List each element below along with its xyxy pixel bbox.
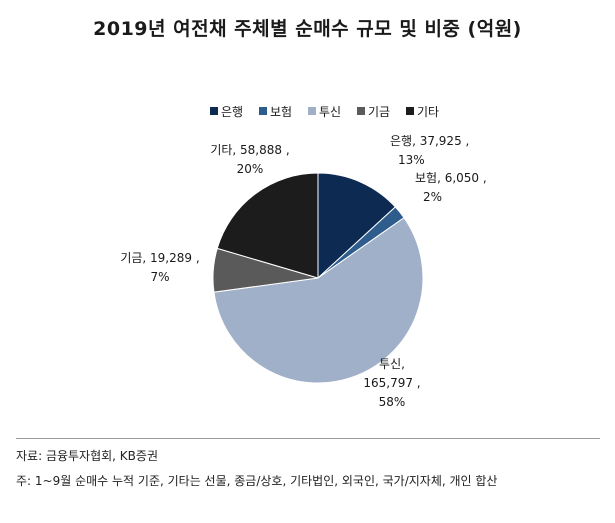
legend-swatch-0 (210, 107, 218, 115)
legend-item-4: 기타 (406, 105, 439, 119)
legend-label-1: 보험 (270, 105, 292, 119)
pie-slice-2 (213, 217, 424, 384)
legend-item-2: 투신 (308, 105, 341, 119)
legend-swatch-4 (406, 107, 414, 115)
legend-swatch-3 (357, 107, 365, 115)
divider (16, 438, 600, 439)
remark-note: 주: 1~9월 순매수 누적 기준, 기타는 선물, 종금/상호, 기타법인, … (16, 474, 498, 488)
legend: 은행 보험 투신 기금 기타 (210, 104, 439, 119)
legend-label-0: 은행 (221, 104, 243, 119)
legend-item-3: 기금 (357, 105, 390, 119)
legend-swatch-1 (259, 107, 267, 115)
source-note: 자료: 금융투자협회, KB증권 (16, 449, 158, 463)
data-label-2: 투신, 165,797 , 58% (363, 357, 420, 409)
pie-slice-0 (317, 172, 397, 280)
legend-label-3: 기금 (368, 105, 390, 119)
pie-slices (212, 172, 424, 384)
data-labels: 은행, 37,925 , 13% 보험, 6,050 , 2% 투신, 165,797 ,… (120, 133, 486, 409)
data-label-3: 기금, 19,289 , 7% (120, 251, 199, 284)
data-label-1: 보험, 6,050 , 2% (415, 171, 487, 204)
legend-label-2: 투신 (319, 105, 341, 119)
chart-title: 2019년 여전채 주체별 순매수 규모 및 비중 (억원) (93, 18, 522, 40)
pie-slice-4 (216, 172, 319, 279)
legend-label-4: 기타 (417, 105, 439, 119)
legend-swatch-2 (308, 107, 316, 115)
legend-item-1: 보험 (259, 105, 292, 119)
data-label-0: 은행, 37,925 , 13% (390, 133, 469, 167)
data-label-4: 기타, 58,888 , 20% (210, 143, 289, 176)
legend-item-0: 은행 (210, 104, 243, 119)
